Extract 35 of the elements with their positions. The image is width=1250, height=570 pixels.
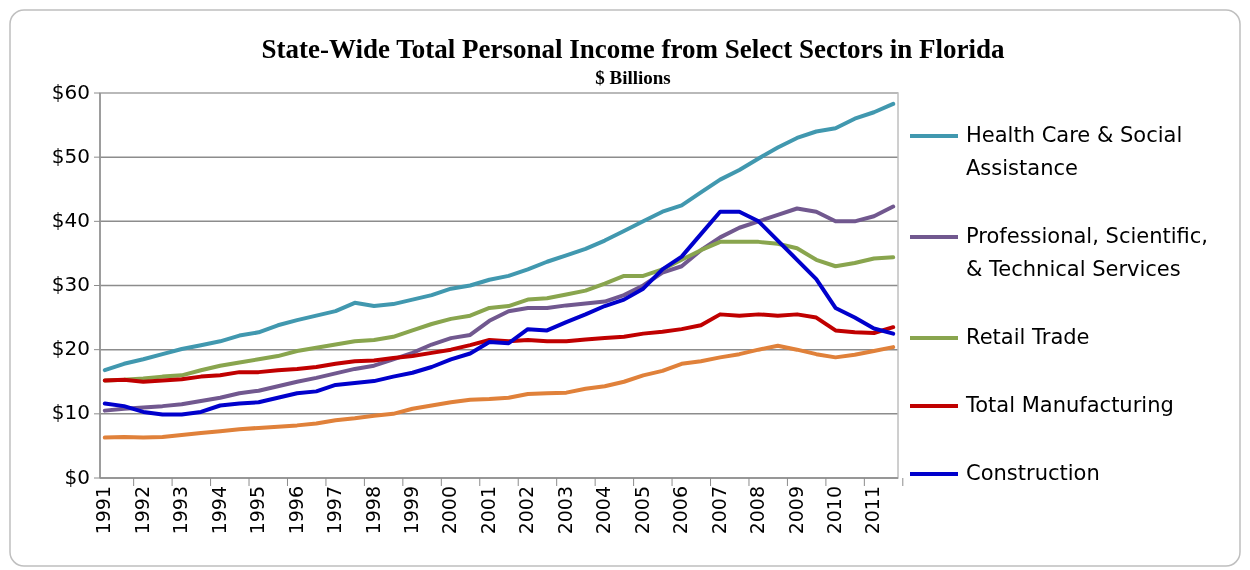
- legend-label: Total Manufacturing: [965, 393, 1174, 417]
- legend-label: Health Care & Social Assistance: [966, 123, 1183, 180]
- chart-title: State-Wide Total Personal Income from Select Sectors in Florida: [261, 34, 1005, 64]
- x-tick-label: 2004: [592, 486, 615, 535]
- x-tick-label: 2003: [553, 486, 576, 535]
- x-tick-label: 2006: [669, 486, 692, 535]
- x-tick-label: 1993: [169, 486, 192, 535]
- y-tick-label: $10: [51, 400, 90, 425]
- x-tick-label: 2001: [476, 486, 499, 535]
- x-tick-label: 2005: [630, 486, 653, 535]
- y-tick-label: $0: [64, 464, 90, 489]
- y-tick-label: $60: [51, 79, 90, 104]
- x-tick-label: 1992: [130, 486, 153, 535]
- x-tick-label: 2000: [438, 486, 461, 535]
- x-tick-label: 1995: [246, 486, 269, 535]
- x-tick-label: 2002: [515, 486, 538, 535]
- x-tick-label: 2010: [823, 486, 846, 535]
- x-tick-label: 1994: [207, 486, 230, 535]
- legend-label: Retail Trade: [966, 325, 1090, 349]
- y-tick-label: $40: [51, 207, 90, 232]
- x-tick-label: 2008: [746, 486, 769, 535]
- x-tick-label: 1998: [361, 486, 384, 535]
- x-tick-label: 1996: [284, 486, 307, 535]
- legend-label: Construction: [966, 461, 1100, 485]
- y-tick-label: $50: [51, 143, 90, 168]
- x-tick-label: 1997: [323, 486, 346, 535]
- x-tick-label: 1991: [92, 486, 115, 535]
- chart-subtitle: $ Billions: [595, 67, 671, 88]
- x-tick-label: 2011: [861, 486, 884, 535]
- y-tick-label: $30: [51, 272, 90, 296]
- x-tick-label: 1999: [399, 486, 422, 535]
- x-tick-label: 2009: [784, 486, 807, 535]
- legend-label: Professional, Scientific, & Technical Services: [966, 224, 1209, 281]
- x-tick-label: 2007: [707, 486, 730, 535]
- y-tick-label: $20: [51, 336, 90, 361]
